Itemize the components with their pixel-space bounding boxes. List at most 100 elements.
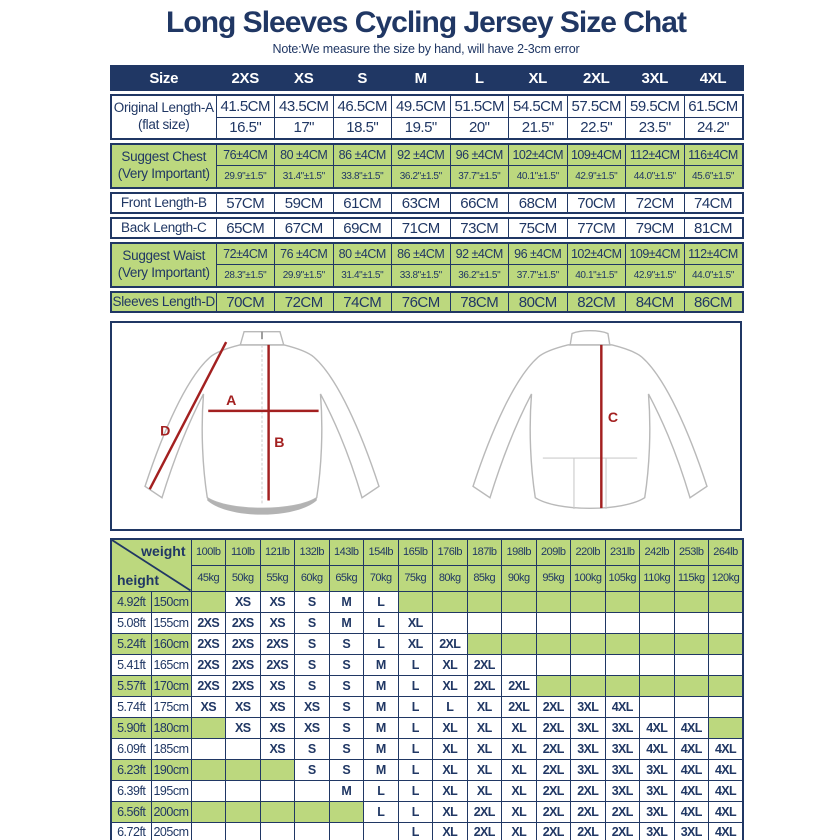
weight-kg-header: 95kg bbox=[535, 564, 571, 592]
measurement-value: 102±4CM bbox=[508, 143, 568, 166]
fit-size-cell: 2XL bbox=[466, 653, 502, 676]
fit-size-cell: 2XL bbox=[466, 674, 502, 697]
measurement-value: 102±4CM bbox=[566, 242, 626, 265]
measurement-value: 49.5CM bbox=[391, 94, 451, 118]
fit-size-cell: 3XL bbox=[639, 800, 675, 823]
fit-size-cell: XL bbox=[432, 821, 468, 840]
fit-size-cell: 4XL bbox=[639, 716, 675, 739]
measurement-value: 72±4CM bbox=[215, 242, 275, 265]
fit-size-cell: 3XL bbox=[673, 821, 709, 840]
page-title: Long Sleeves Cycling Jersey Size Chat bbox=[166, 6, 687, 39]
measurement-value: 84CM bbox=[625, 291, 685, 313]
size-col-header: S bbox=[332, 65, 392, 91]
fit-size-cell: 2XL bbox=[604, 821, 640, 840]
weight-lb-header: 198lb bbox=[501, 538, 537, 566]
size-col-header: 2XS bbox=[215, 65, 275, 91]
measurement-value: 80 ±4CM bbox=[274, 143, 334, 166]
fit-matrix-row: 5.74ft 175cm XS XS XS XS S M L L XL 2XL 2XL 3XL 4XL bbox=[110, 695, 744, 718]
size-col-header: 4XL bbox=[683, 65, 743, 91]
weight-lb-header: 121lb bbox=[259, 538, 295, 566]
fit-empty-cell bbox=[225, 758, 261, 781]
measurement-value: 96 ±4CM bbox=[449, 143, 509, 166]
weight-kg-header: 45kg bbox=[190, 564, 226, 592]
measurement-value: 36.2"±1.5" bbox=[391, 164, 451, 189]
fit-size-cell: L bbox=[432, 695, 468, 718]
fit-size-cell: XL bbox=[432, 653, 468, 676]
fit-size-cell: XL bbox=[466, 758, 502, 781]
size-table-row: Suggest Waist (Very Important) 72±4CM 76 ±4… bbox=[110, 242, 743, 288]
height-ft-label: 6.09ft bbox=[110, 737, 152, 760]
fit-size-cell: XL bbox=[501, 737, 537, 760]
height-ft-label: 5.24ft bbox=[110, 632, 152, 655]
fit-size-cell: 2XL bbox=[570, 800, 606, 823]
measurement-value: 112±4CM bbox=[683, 242, 743, 265]
fit-size-cell: 2XL bbox=[535, 716, 571, 739]
measurement-value: 72CM bbox=[274, 291, 334, 313]
fit-size-cell: 3XL bbox=[639, 758, 675, 781]
fit-size-cell: 3XL bbox=[570, 758, 606, 781]
fit-size-cell: 3XL bbox=[604, 737, 640, 760]
fit-size-cell: 4XL bbox=[673, 779, 709, 802]
height-ft-label: 5.90ft bbox=[110, 716, 152, 739]
fit-matrix-row: 6.09ft 185cm XS S S M L XL XL XL 2XL 3XL 3XL 4XL 4XL 4X… bbox=[110, 737, 744, 760]
height-cm-label: 195cm bbox=[150, 779, 192, 802]
fit-size-cell: M bbox=[363, 653, 399, 676]
measurement-value: 59.5CM bbox=[625, 94, 685, 118]
fit-size-cell: S bbox=[328, 758, 364, 781]
measurement-label-d: D bbox=[160, 422, 170, 438]
fit-size-cell: XL bbox=[397, 611, 433, 634]
measurement-value: 76±4CM bbox=[215, 143, 275, 166]
measurement-value: 22.5" bbox=[566, 116, 626, 140]
fit-size-cell: 2XL bbox=[535, 758, 571, 781]
fit-size-cell: XS bbox=[259, 716, 295, 739]
fit-empty-cell bbox=[432, 590, 468, 613]
fit-empty-cell bbox=[708, 653, 744, 676]
fit-empty-cell bbox=[708, 716, 744, 739]
fit-matrix-row: 5.41ft 165cm 2XS 2XS 2XS S S M L XL 2XL bbox=[110, 653, 744, 676]
fit-empty-cell bbox=[397, 590, 433, 613]
measurement-value: 86CM bbox=[683, 291, 743, 313]
fit-size-cell: L bbox=[397, 737, 433, 760]
fit-size-cell: 2XL bbox=[535, 695, 571, 718]
size-table-header: Size 2XS XS S M L XL 2XL 3XL 4XL bbox=[110, 65, 744, 91]
measurement-value: 112±4CM bbox=[625, 143, 685, 166]
size-col-header: XL bbox=[508, 65, 568, 91]
fit-size-cell: M bbox=[363, 758, 399, 781]
fit-size-cell: L bbox=[363, 779, 399, 802]
fit-size-cell: 2XL bbox=[535, 821, 571, 840]
weight-lb-header: 264lb bbox=[708, 538, 744, 566]
fit-size-cell: XS bbox=[294, 716, 330, 739]
measurement-value: 109±4CM bbox=[566, 143, 626, 166]
fit-size-cell: S bbox=[294, 653, 330, 676]
fit-matrix-row: 4.92ft 150cm XS XS S M L bbox=[110, 590, 744, 613]
measurement-value: 51.5CM bbox=[449, 94, 509, 118]
weight-kg-header: 65kg bbox=[328, 564, 364, 592]
measurement-value: 74CM bbox=[683, 192, 743, 214]
fit-size-cell: 4XL bbox=[708, 779, 744, 802]
measurement-value: 109±4CM bbox=[625, 242, 685, 265]
fit-empty-cell bbox=[673, 674, 709, 697]
fit-size-cell: XL bbox=[501, 821, 537, 840]
fit-size-cell: L bbox=[397, 821, 433, 840]
fit-empty-cell bbox=[328, 800, 364, 823]
size-table-row: Front Length-B 57CM 59CM 61CM 63CM 66CM 68CM 70… bbox=[110, 192, 743, 214]
fit-size-cell: XL bbox=[501, 758, 537, 781]
measurement-value: 29.9"±1.5" bbox=[215, 164, 275, 189]
measurement-value: 81CM bbox=[683, 217, 743, 239]
height-cm-label: 150cm bbox=[150, 590, 192, 613]
fit-empty-cell bbox=[639, 632, 675, 655]
fit-size-cell: 2XS bbox=[190, 653, 226, 676]
size-table-row: Sleeves Length-D 70CM 72CM 74CM 76CM 78CM 80CM… bbox=[110, 291, 743, 313]
fit-size-cell: S bbox=[294, 737, 330, 760]
fit-empty-cell bbox=[570, 653, 606, 676]
measurement-value: 70CM bbox=[566, 192, 626, 214]
fit-size-cell: L bbox=[363, 590, 399, 613]
fit-empty-cell bbox=[535, 632, 571, 655]
fit-empty-cell bbox=[673, 695, 709, 718]
fit-size-cell: XL bbox=[466, 716, 502, 739]
measurement-value: 70CM bbox=[215, 291, 275, 313]
weight-kg-header: 90kg bbox=[501, 564, 537, 592]
measurement-value: 16.5" bbox=[215, 116, 275, 140]
measurement-label-b: B bbox=[274, 434, 284, 450]
